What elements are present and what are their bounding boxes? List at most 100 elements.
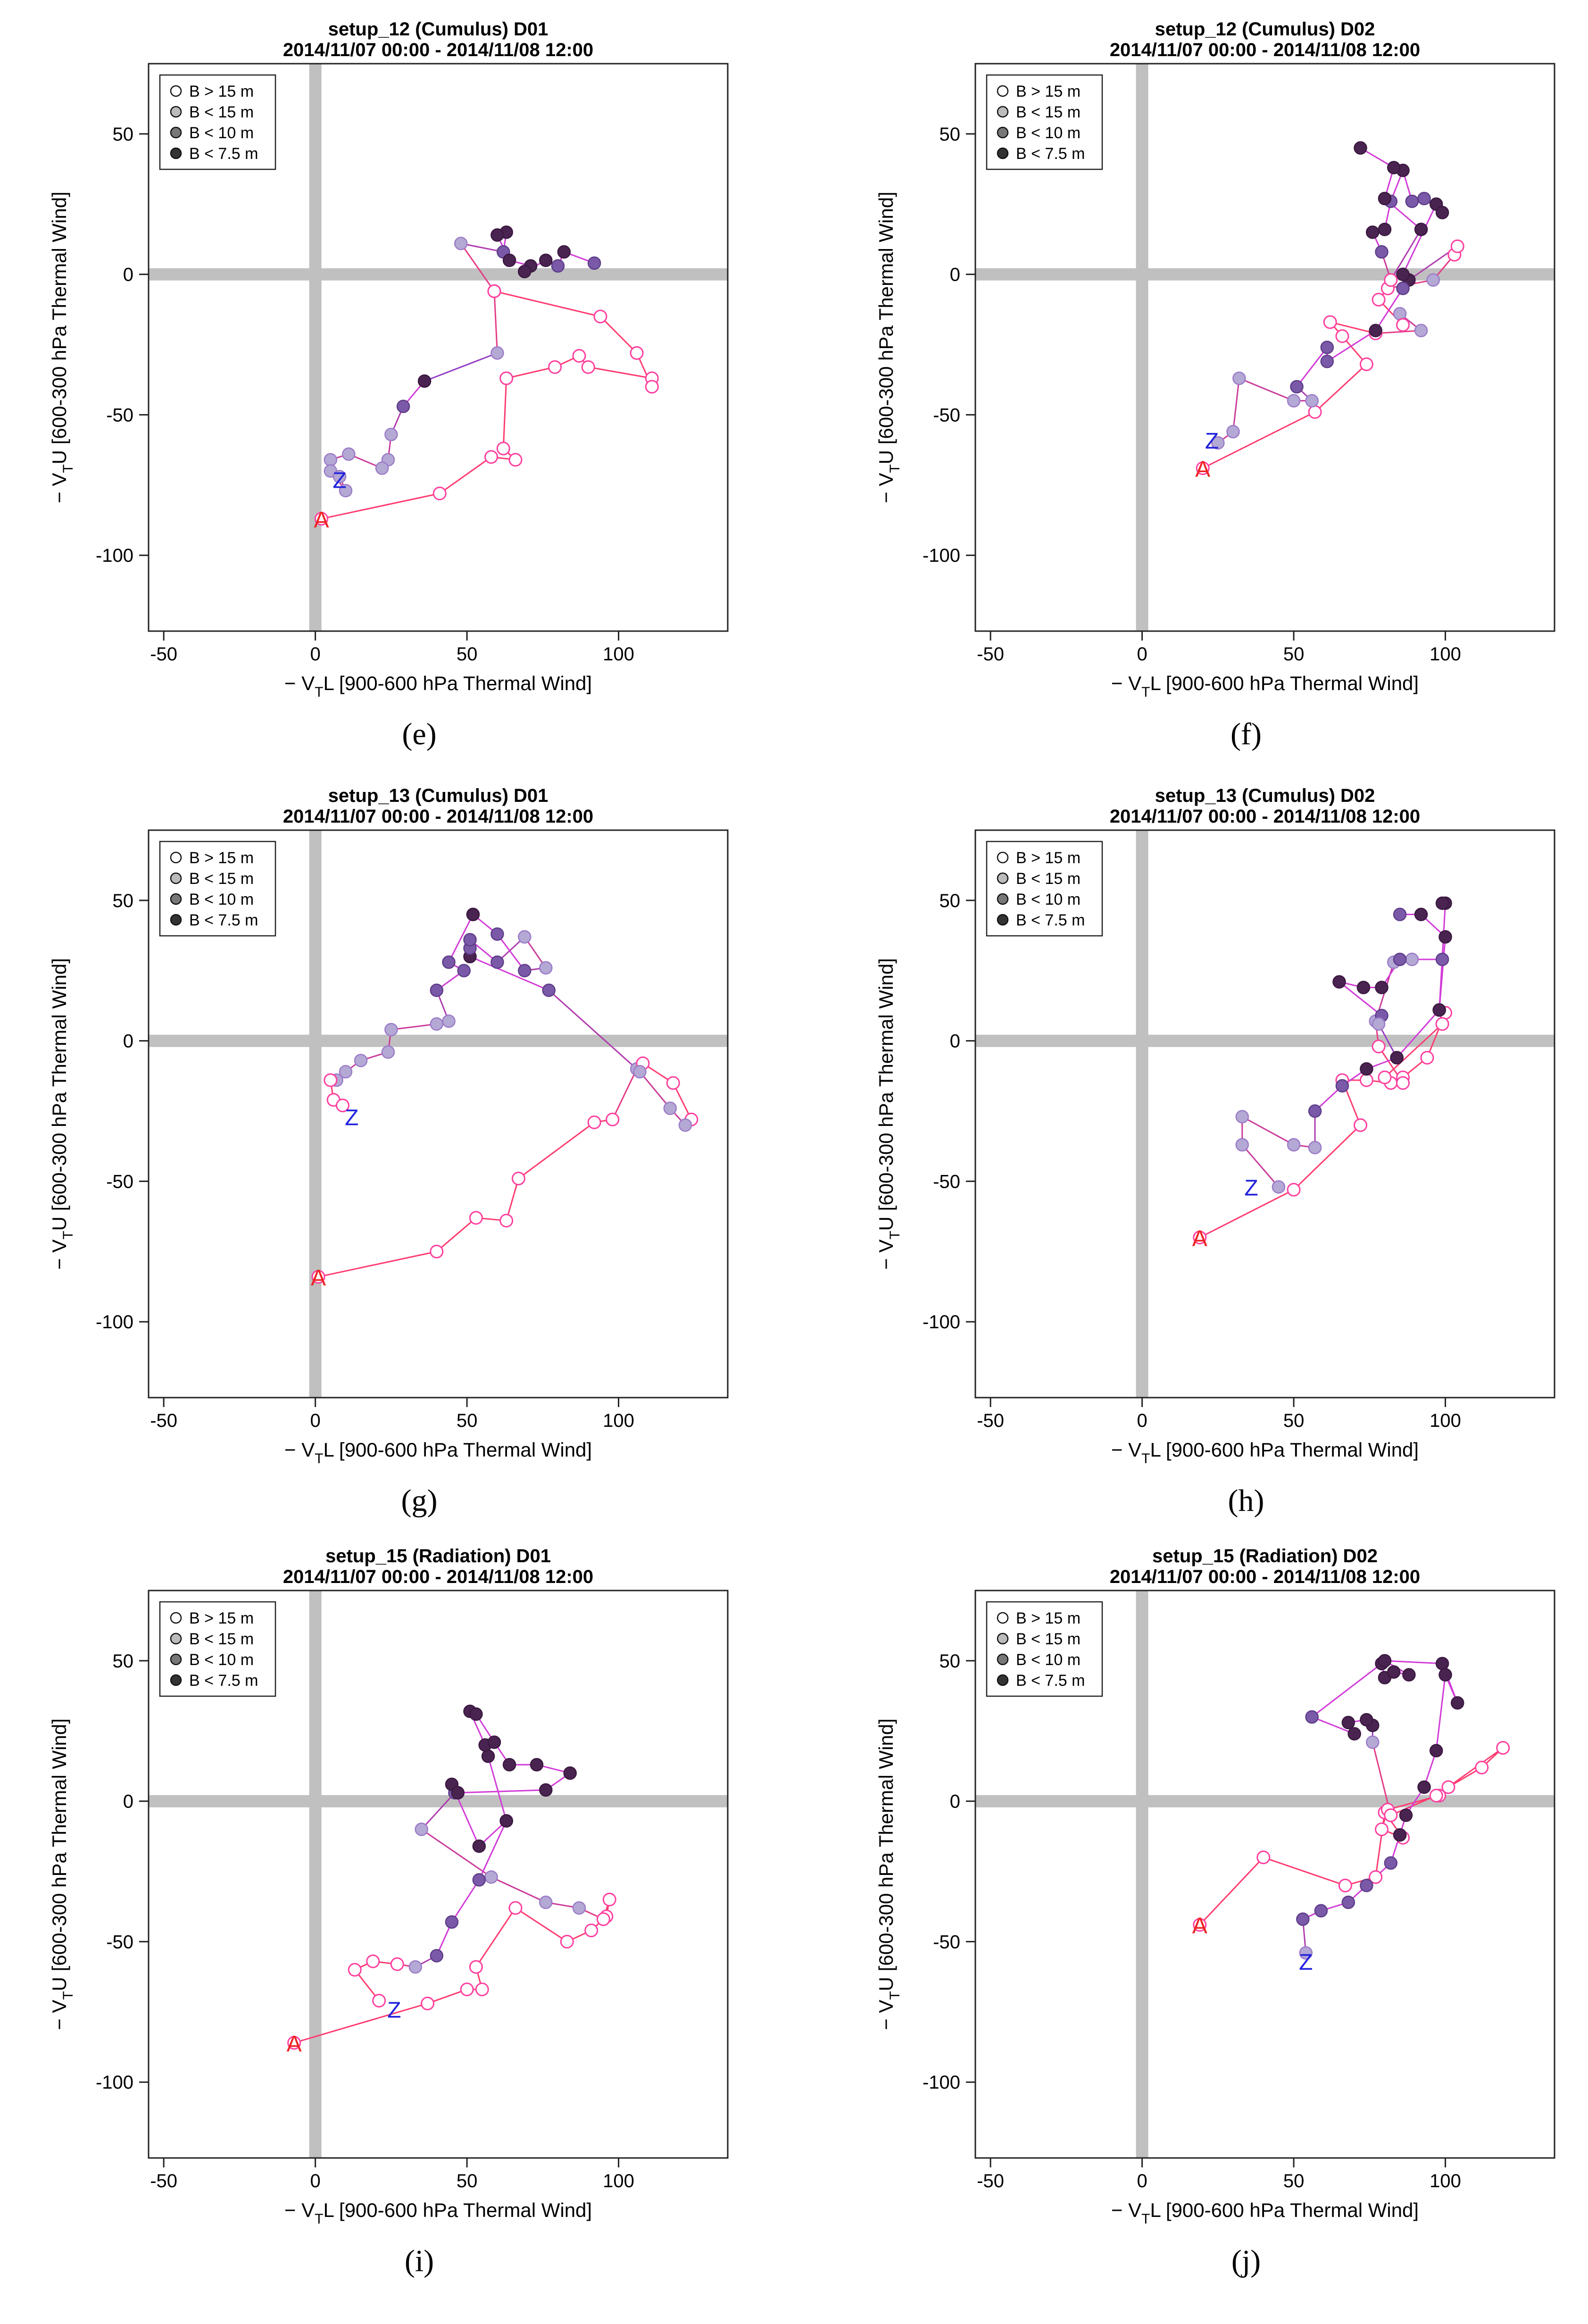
series-2-point [408, 1960, 423, 1974]
series-0-segment [436, 1217, 477, 1252]
series-4-segment [1241, 1144, 1280, 1188]
series-0-segment [491, 1876, 546, 1903]
series-0-point [469, 1707, 483, 1721]
plot-frame [148, 829, 729, 1399]
series-0-point [511, 1171, 525, 1185]
series-0-segment [497, 933, 525, 971]
series-0-point [342, 447, 356, 461]
start-marker-label: A [311, 1266, 326, 1291]
legend-marker [997, 147, 1009, 159]
series-0-segment [421, 1792, 456, 1830]
x-tick-label: 50 [1283, 2171, 1305, 2191]
series-1-point [1369, 324, 1382, 338]
y-tick-label: -100 [96, 2072, 133, 2093]
series-4-point [1272, 1180, 1286, 1194]
series-0-point [463, 933, 477, 947]
series-2-point [335, 1099, 349, 1113]
series-1-segment [1296, 347, 1328, 387]
series-0-point [1441, 1780, 1455, 1794]
series-2-point [1365, 225, 1380, 239]
series-4-point [1335, 1079, 1349, 1093]
y-tick-label: 50 [939, 891, 961, 911]
series-2-point [1417, 192, 1431, 206]
series-0-segment [1330, 321, 1376, 334]
x-axis-label: − VTL [900-600 hPa Thermal Wind] [284, 1439, 592, 1466]
series-2-point [1414, 908, 1428, 921]
series-2-point [1405, 194, 1419, 208]
series-0-segment [321, 492, 440, 520]
legend-marker [997, 126, 1009, 139]
y-tick-label: 50 [113, 124, 134, 145]
series-0-point [472, 1839, 486, 1853]
legend-marker [170, 1633, 182, 1645]
zero-line-horizontal [975, 268, 1555, 281]
series-1-point [557, 245, 571, 259]
y-tick-label: -100 [923, 2072, 960, 2093]
x-tick-label: -50 [977, 644, 1004, 665]
series-2-point [390, 1957, 404, 1971]
x-axis-label: − VTL [900-600 hPa Thermal Wind] [1111, 1439, 1419, 1466]
end-marker-label: Z [345, 1105, 358, 1130]
series-2-point [445, 1915, 459, 1929]
series-0-point [1375, 1822, 1389, 1836]
legend-item-label: B < 15 m [189, 103, 254, 121]
series-0-point [1420, 1050, 1434, 1065]
series-0-segment [421, 1828, 492, 1878]
zero-line-horizontal [149, 1795, 728, 1808]
series-0-segment [1390, 1795, 1437, 1816]
series-0-point [1387, 1665, 1401, 1679]
series-2-point [366, 1954, 380, 1968]
chart-data-layer: AZ [287, 1704, 616, 2057]
series-1-point [487, 284, 501, 298]
series-0-point [1396, 1076, 1410, 1090]
series-0-segment [1202, 411, 1315, 469]
series-1-segment [1239, 377, 1294, 402]
zero-line-horizontal [975, 1795, 1555, 1808]
series-2-point [430, 1017, 444, 1031]
series-2-segment [1339, 981, 1382, 1016]
series-0-point [384, 427, 398, 441]
series-0-point [1365, 1735, 1380, 1749]
y-tick-label: -50 [933, 405, 960, 425]
series-3-point [1432, 1003, 1446, 1017]
series-0-segment [1199, 1189, 1294, 1238]
series-2-point [1360, 1879, 1373, 1892]
series-0-segment [457, 1789, 546, 1794]
legend-item-label: B > 15 m [1016, 83, 1081, 100]
series-2-segment [478, 1820, 507, 1881]
series-2-point [1356, 981, 1371, 994]
series-0-point [1393, 307, 1407, 321]
series-0-point [1308, 405, 1322, 419]
series-2-point [1299, 1946, 1313, 1960]
series-0-point [496, 441, 510, 456]
start-marker-label: A [1192, 1914, 1207, 1939]
series-0-point [539, 1783, 553, 1797]
y-tick-label: 50 [939, 124, 961, 145]
x-axis-label: − VTL [900-600 hPa Thermal Wind] [284, 672, 592, 700]
series-2-point [339, 1065, 353, 1079]
series-2-segment [1390, 229, 1422, 281]
chart-title: setup_13 (Cumulus) D02 [1155, 785, 1375, 806]
series-0-point [1359, 1073, 1373, 1087]
series-0-point [396, 400, 410, 413]
legend-item-label: B < 7.5 m [1016, 1672, 1085, 1690]
series-0-point [1193, 1918, 1207, 1932]
x-tick-label: -50 [150, 2171, 177, 2191]
series-2-point [1438, 930, 1452, 944]
start-marker-label: A [1192, 1226, 1207, 1251]
y-tick-label: 0 [950, 1031, 960, 1052]
series-2-segment [391, 1023, 437, 1031]
chart-subtitle: 2014/11/07 00:00 - 2014/11/08 12:00 [1110, 806, 1420, 827]
legend-marker [997, 1612, 1009, 1624]
series-0-point [1399, 1808, 1413, 1822]
x-tick-label: 100 [1430, 1410, 1461, 1431]
chart-data-layer: AZ [1192, 896, 1453, 1251]
series-0-point [460, 1982, 474, 1997]
series-1-point [1396, 282, 1410, 295]
series-0-segment [548, 990, 640, 1073]
chart-title: setup_12 (Cumulus) D01 [328, 19, 549, 40]
series-2-point [442, 1014, 456, 1028]
series-2-point [442, 955, 456, 969]
legend-item-label: B < 15 m [1016, 870, 1081, 888]
